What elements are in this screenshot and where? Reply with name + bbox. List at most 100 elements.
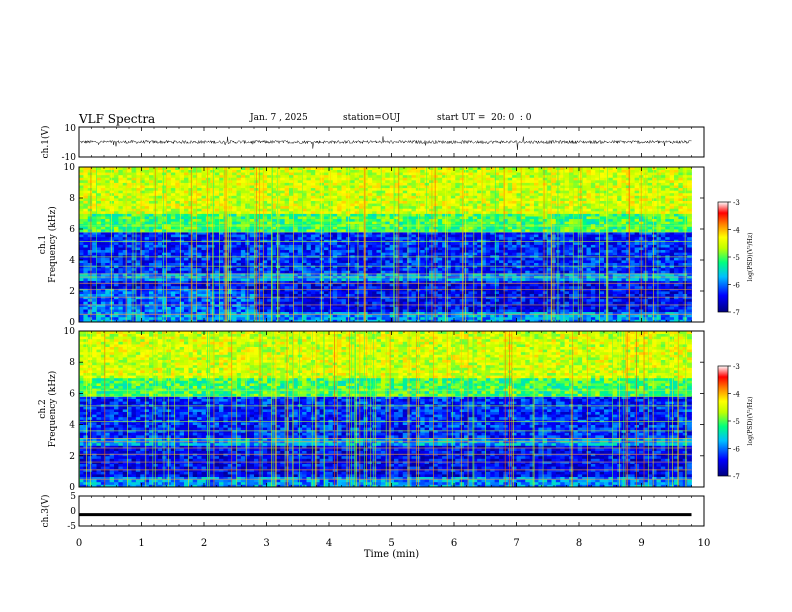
ch1-spectrogram-cell	[354, 301, 360, 305]
ch1-spectrogram-cell	[621, 241, 627, 245]
ch1-spectrogram-cell	[402, 303, 408, 307]
ch1-spectrogram-cell	[477, 319, 482, 323]
ch1-spectrogram-cell	[529, 239, 535, 243]
ch1-spectrogram-cell	[205, 265, 211, 269]
ch1-spectrogram-cell	[687, 234, 692, 238]
ch1-spectrogram-cell	[219, 288, 224, 292]
ch1-spectrogram-cell	[647, 241, 653, 245]
ch1-spectrogram-cell	[569, 278, 574, 282]
ch1-spectrogram-cell	[389, 311, 395, 315]
ch1-spectrogram-cell	[494, 257, 500, 261]
ch1-spectrogram-cell	[538, 244, 544, 248]
ch1-spectrogram-cell	[157, 239, 163, 243]
ch1-spectrogram-cell	[197, 241, 202, 245]
ch1-spectrogram-cell	[166, 234, 172, 238]
ch1-spectrogram-cell	[599, 262, 605, 266]
ch1-spectrogram-cell	[275, 254, 281, 258]
ch1-spectrogram-cell	[135, 301, 141, 305]
ch1-spectrogram-cell	[280, 319, 286, 323]
ch1-spectrogram-cell	[687, 241, 692, 245]
ch1-spectrogram-cell	[122, 278, 128, 282]
ch1-spectrogram-cell	[258, 301, 264, 305]
ch1-spectrogram-cell	[275, 249, 281, 253]
ch1-spectrogram-cell	[499, 306, 504, 310]
ch1-spectrogram-cell	[87, 265, 93, 269]
ch1-spectrogram-cell	[599, 311, 605, 315]
ch1-spectrogram-cell	[660, 301, 666, 305]
ch1-spectrogram-cell	[433, 234, 439, 238]
ch1-spectrogram-cell	[612, 249, 618, 253]
ch1-spectrogram-cell	[341, 231, 347, 235]
ch1-spectrogram-cell	[621, 316, 627, 320]
ch1-spectrogram-cell	[564, 257, 570, 261]
ch1-spectrogram-cell	[472, 309, 478, 313]
ch1-spectrogram-cell	[188, 298, 194, 302]
ch1-spectrogram-cell	[398, 231, 404, 235]
ch1-spectrogram-cell	[398, 257, 404, 261]
ch1-spectrogram-cell	[437, 244, 443, 248]
ch1-spectrogram-cell	[302, 303, 307, 307]
ch1-spectrogram-cell	[455, 296, 461, 300]
ch1-spectrogram-cell	[179, 231, 185, 235]
ch1-spectrogram-cell	[599, 298, 605, 302]
ch1-spectrogram-cell	[306, 244, 312, 248]
ch1-spectrogram-cell	[507, 272, 513, 276]
ch1-spectrogram-cell	[337, 314, 342, 318]
ch1-spectrogram-cell	[433, 254, 439, 258]
ch1-spectrogram-cell	[376, 270, 382, 274]
ch1-spectrogram-cell	[315, 306, 321, 310]
ch1-spectrogram-cell	[665, 283, 671, 287]
ch1-spectrogram-cell	[114, 272, 119, 276]
ch1-spectrogram-cell	[520, 257, 526, 261]
ch1-spectrogram-cell	[481, 239, 487, 243]
ch1-spectrogram-cell	[617, 234, 622, 238]
ch1-spectrogram-cell	[678, 306, 684, 310]
ch1-spectrogram-cell	[481, 293, 487, 297]
ch1-spectrogram-cell	[608, 257, 614, 261]
ch1-spectrogram-cell	[170, 234, 176, 238]
ch1-spectrogram-cell	[499, 262, 504, 266]
ch1-spectrogram-cell	[179, 270, 185, 274]
ch1-spectrogram-cell	[503, 234, 509, 238]
ch1-spectrogram-cell	[284, 241, 290, 245]
ch1-spectrogram-cell	[267, 288, 272, 292]
ch1-spectrogram-cell	[687, 319, 692, 323]
ch1-spectrogram-cell	[271, 298, 277, 302]
ch1-spectrogram-cell	[485, 293, 491, 297]
ch1-spectrogram-cell	[525, 239, 531, 243]
ch1-spectrogram-cell	[450, 314, 456, 318]
ch1-spectrogram-cell	[429, 283, 434, 287]
ch1-spectrogram-cell	[337, 239, 342, 243]
ch1-spectrogram-cell	[499, 231, 504, 235]
ch1-spectrogram-cell	[293, 254, 299, 258]
ch1-spectrogram-cell	[135, 314, 141, 318]
ch1-spectrogram-cell	[201, 272, 207, 276]
ch1-spectrogram-cell	[660, 291, 666, 294]
ch1-spectrogram-cell	[223, 285, 229, 289]
ch1-spectrogram-cell	[149, 296, 154, 300]
ch1-spectrogram-cell	[179, 301, 185, 305]
ch1-spectrogram-cell	[590, 267, 596, 271]
ch1-spectrogram-cell	[450, 280, 456, 284]
ch1-spectrogram-cell	[669, 291, 675, 294]
ch1-spectrogram-cell	[310, 234, 316, 238]
ch1-spectrogram-cell	[114, 314, 119, 318]
ch1-spectrogram-cell	[157, 309, 163, 313]
ch1-spectrogram-cell	[289, 283, 294, 287]
ch1-spectrogram-cell	[284, 267, 290, 271]
ch1-spectrogram-cell	[149, 236, 154, 240]
ch1-spectrogram-cell	[376, 311, 382, 315]
ch1-spectrogram-cell	[267, 247, 272, 251]
ch1-spectrogram-cell	[560, 311, 566, 315]
ch1-spectrogram-cell	[569, 252, 574, 256]
ch1-spectrogram-cell	[79, 293, 84, 297]
ch1-spectrogram-cell	[494, 272, 500, 276]
ch1-spectrogram-cell	[87, 280, 93, 284]
ch1-spectrogram-cell	[359, 288, 364, 292]
ch1-spectrogram-cell	[459, 306, 465, 310]
ch1-spectrogram-cell	[442, 303, 447, 307]
ch1-spectrogram-cell	[464, 296, 469, 300]
ch1-spectrogram-cell	[310, 252, 316, 256]
ch1-spectrogram-cell	[477, 262, 482, 266]
ch1-spectrogram-cell	[275, 291, 281, 294]
